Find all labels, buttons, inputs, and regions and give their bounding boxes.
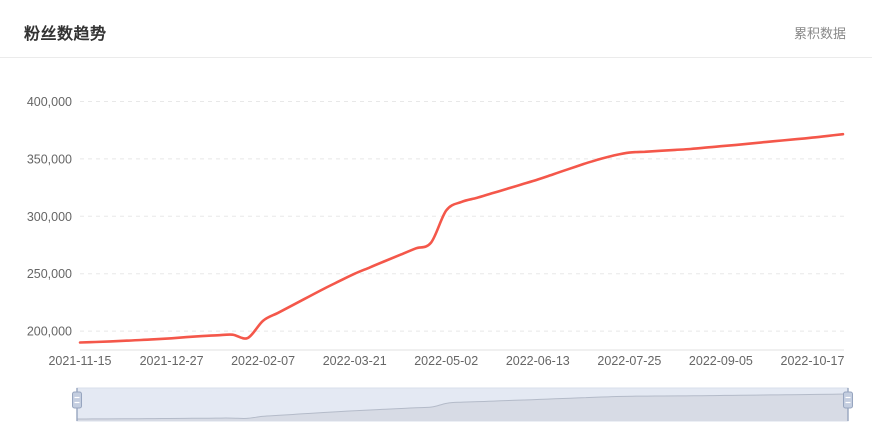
datazoom-mini-line (76, 393, 849, 420)
y-tick-label: 350,000 (27, 152, 72, 166)
y-tick-label: 200,000 (27, 325, 72, 339)
x-tick-label: 2022-05-02 (414, 354, 478, 368)
x-tick-label: 2021-12-27 (140, 354, 204, 368)
page-title: 粉丝数趋势 (24, 26, 107, 43)
datazoom-right-handle[interactable] (843, 388, 853, 421)
y-tick-label: 300,000 (27, 210, 72, 224)
y-tick-label: 400,000 (27, 95, 72, 109)
x-tick-label: 2022-06-13 (506, 354, 570, 368)
x-tick-label: 2022-07-25 (597, 354, 661, 368)
x-tick-label: 2022-02-07 (231, 354, 295, 368)
x-tick-label: 2022-10-17 (781, 354, 845, 368)
handle-grip[interactable] (72, 391, 82, 409)
x-tick-label: 2021-11-15 (48, 354, 111, 368)
datazoom-slider[interactable] (72, 387, 853, 422)
gridlines (80, 101, 844, 332)
datazoom-left-handle[interactable] (72, 388, 82, 421)
x-tick-label: 2022-03-21 (323, 354, 387, 368)
trend-line (78, 132, 845, 344)
datazoom-mini-area (77, 394, 848, 421)
y-axis-labels: 200,000 250,000 300,000 350,000 400,000 (27, 95, 72, 339)
x-axis-labels: 2021-11-15 2021-12-27 2022-02-07 2022-03-21… (48, 354, 844, 368)
y-tick-label: 250,000 (27, 267, 72, 281)
header-divider (0, 57, 872, 58)
x-tick-label: 2022-09-05 (689, 354, 753, 368)
handle-grip[interactable] (843, 391, 853, 409)
subtitle-cumulative-data: 累积数据 (793, 26, 846, 41)
